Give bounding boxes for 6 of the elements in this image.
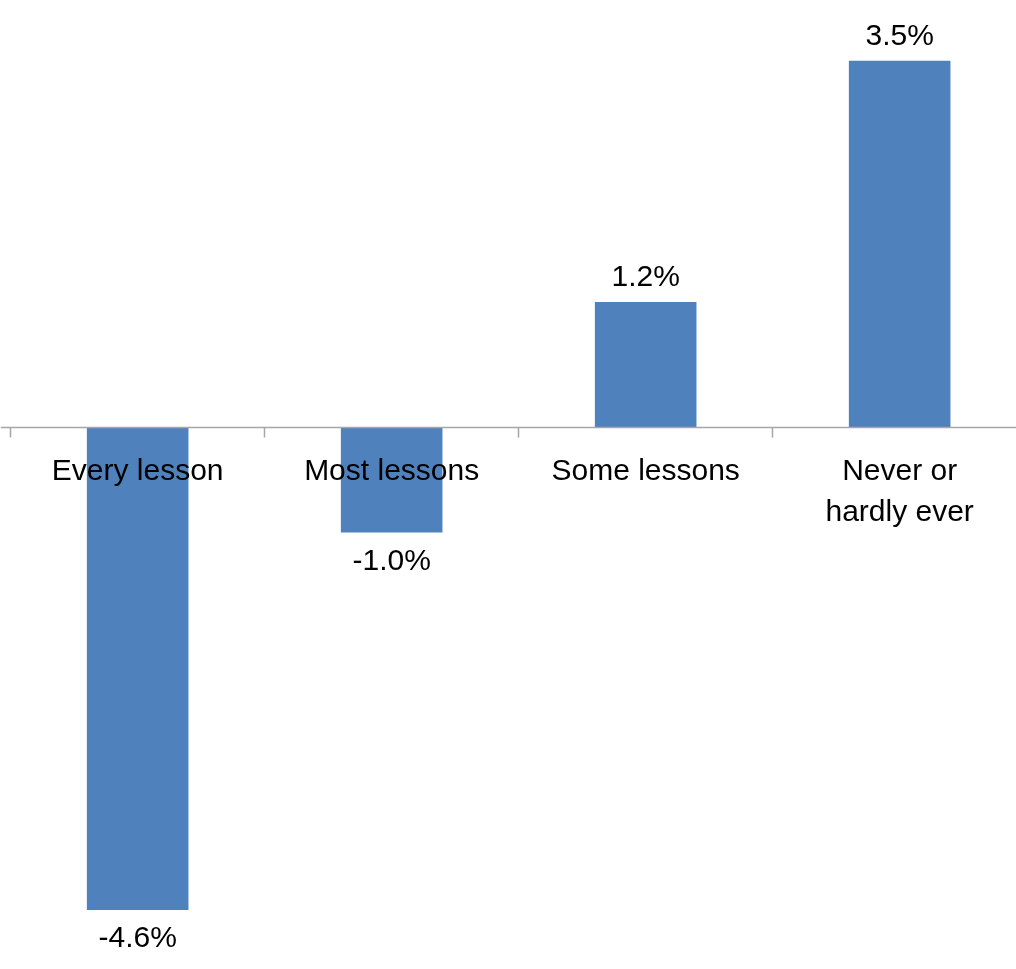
data-label: -4.6% <box>98 920 177 954</box>
data-label: 3.5% <box>865 17 934 51</box>
x-tick-label: Some lessons <box>551 453 740 487</box>
data-label: 1.2% <box>611 258 680 292</box>
data-label: -1.0% <box>352 542 431 576</box>
x-tick-label: Never or hardly ever <box>825 453 974 528</box>
